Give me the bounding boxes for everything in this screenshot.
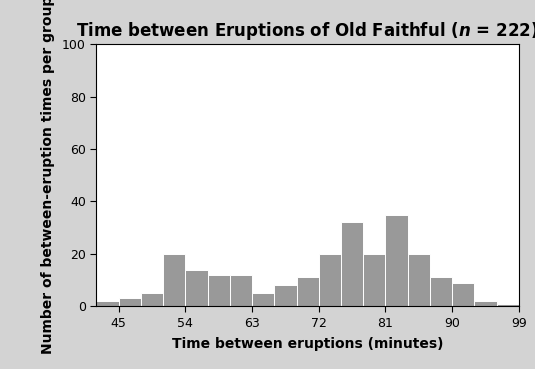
Bar [341,223,363,306]
Bar [208,275,230,306]
Bar [252,293,274,306]
Bar [430,277,452,306]
Bar [185,270,208,306]
Bar [230,275,252,306]
Bar [96,301,119,306]
Bar [475,301,496,306]
Bar [163,254,185,306]
Bar [363,254,386,306]
X-axis label: Time between eruptions (minutes): Time between eruptions (minutes) [172,337,444,351]
Bar [319,254,341,306]
Title: Time between Eruptions of Old Faithful ($\bfit{n}$ = 222): Time between Eruptions of Old Faithful (… [77,20,535,42]
Bar [386,214,408,306]
Bar [119,299,141,306]
Bar [408,254,430,306]
Bar [296,277,319,306]
Bar [274,285,296,306]
Bar [496,304,519,306]
Bar [141,293,163,306]
Bar [452,283,475,306]
Y-axis label: Number of between-eruption times per group: Number of between-eruption times per gro… [41,0,55,354]
